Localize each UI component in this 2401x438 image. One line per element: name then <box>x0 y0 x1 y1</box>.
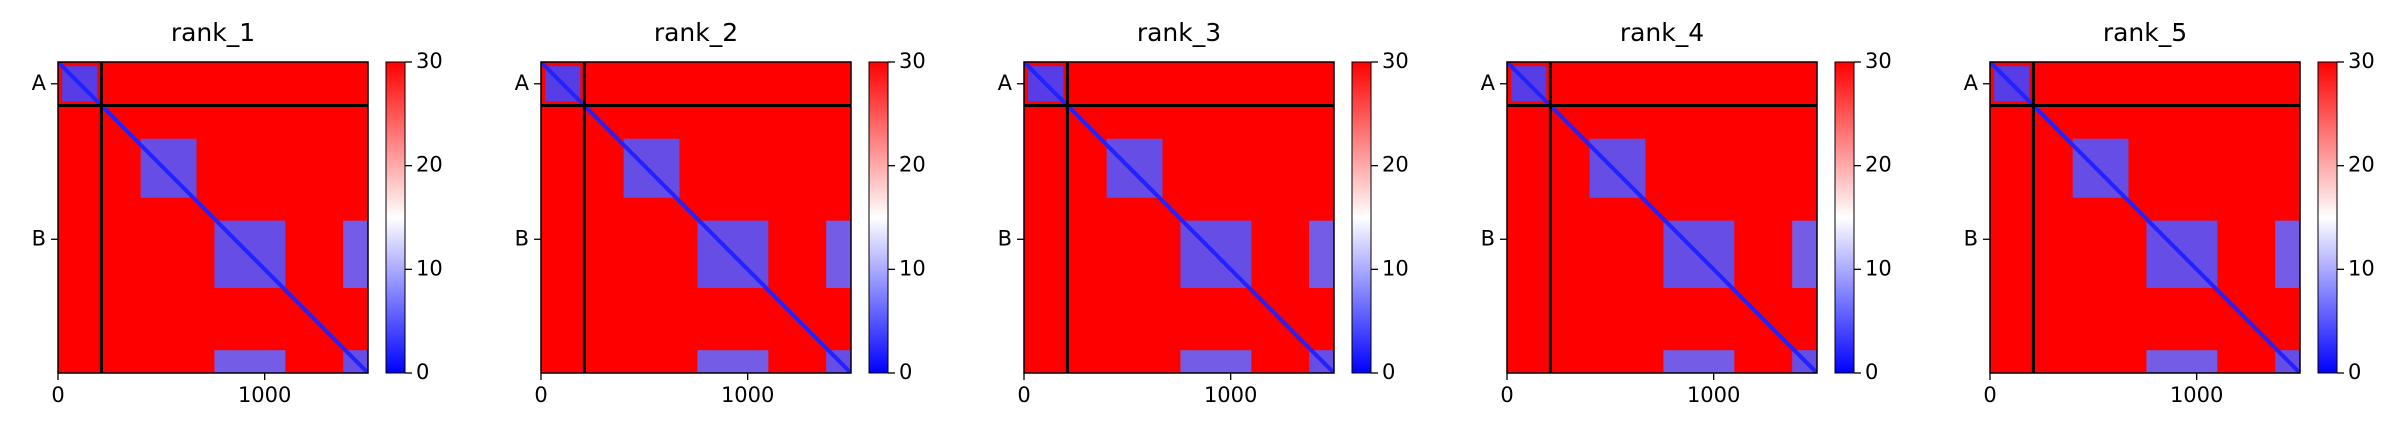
plot-frame <box>1023 61 1335 374</box>
colorbar <box>1834 61 1855 374</box>
plot-frame <box>1506 61 1818 374</box>
colorbar-tick-label: 10 <box>2348 256 2375 280</box>
low-error-region <box>140 138 197 198</box>
low-error-region <box>2146 350 2218 373</box>
x-tick-label: 1000 <box>238 383 291 407</box>
heatmap <box>541 62 851 373</box>
panel: rank_3 0 1000 A B 0 10 20 30 <box>998 18 1409 407</box>
y-tick-label: B <box>1964 226 1978 250</box>
y-tick-label: B <box>998 226 1012 250</box>
x-tick-label: 0 <box>51 383 64 407</box>
colorbar-tick-label: 20 <box>899 153 926 177</box>
colorbar-tick-label: 20 <box>2348 153 2375 177</box>
heatmap <box>1990 62 2300 373</box>
low-error-region <box>1180 350 1252 373</box>
low-error-region <box>1663 350 1735 373</box>
diagonal <box>1507 62 1817 373</box>
x-tick-label: 0 <box>1017 383 1030 407</box>
colorbar-tick-label: 0 <box>1382 360 1395 384</box>
y-tick-label: B <box>515 226 529 250</box>
x-tick-label: 0 <box>534 383 547 407</box>
y-tick-label: A <box>1964 71 1979 95</box>
colorbar-tick-label: 0 <box>416 360 429 384</box>
colorbar-tick-label: 10 <box>416 256 443 280</box>
low-error-region <box>1309 220 1334 288</box>
chart-title: rank_4 <box>1620 18 1704 47</box>
x-tick-label: 0 <box>1983 383 1996 407</box>
heatmap <box>58 62 368 373</box>
colorbar <box>1351 61 1372 374</box>
diagonal <box>58 62 368 373</box>
colorbar-tick-label: 0 <box>1865 360 1878 384</box>
chart-title: rank_2 <box>654 18 738 47</box>
diagonal <box>1024 62 1334 373</box>
panel: rank_1 0 1000 A B 0 10 20 30 <box>32 18 443 407</box>
y-tick-label: A <box>1481 71 1496 95</box>
x-tick-label: 1000 <box>1687 383 1740 407</box>
colorbar-tick-label: 30 <box>1865 49 1892 73</box>
panel: rank_4 0 1000 A B 0 10 20 30 <box>1481 18 1892 407</box>
colorbar-tick-label: 0 <box>2348 360 2361 384</box>
low-error-region <box>1106 138 1163 198</box>
colorbar-tick-label: 20 <box>416 153 443 177</box>
chart-title: rank_1 <box>171 18 255 47</box>
y-tick-label: B <box>1481 226 1495 250</box>
x-tick-label: 1000 <box>2170 383 2223 407</box>
colorbar <box>868 61 889 374</box>
y-tick-label: A <box>515 71 530 95</box>
low-error-region <box>623 138 680 198</box>
x-tick-label: 1000 <box>1204 383 1257 407</box>
colorbar-tick-label: 0 <box>899 360 912 384</box>
colorbar-tick-label: 10 <box>899 256 926 280</box>
colorbar-tick-label: 30 <box>1382 49 1409 73</box>
y-tick-label: A <box>998 71 1013 95</box>
panel: rank_5 0 1000 A B 0 10 20 30 <box>1964 18 2375 407</box>
x-tick-label: 1000 <box>721 383 774 407</box>
diagonal <box>1990 62 2300 373</box>
low-error-region <box>1792 220 1817 288</box>
plot-frame <box>540 61 852 374</box>
low-error-region <box>2072 138 2129 198</box>
low-error-region <box>697 350 769 373</box>
colorbar-tick-label: 30 <box>899 49 926 73</box>
diagonal <box>541 62 851 373</box>
colorbar-tick-label: 10 <box>1865 256 1892 280</box>
chart-title: rank_5 <box>2103 18 2187 47</box>
low-error-region <box>1589 138 1646 198</box>
heatmap <box>1507 62 1817 373</box>
heatmap <box>1024 62 1334 373</box>
plot-frame <box>57 61 369 374</box>
low-error-region <box>2275 220 2300 288</box>
y-tick-label: B <box>32 226 46 250</box>
plot-frame <box>1989 61 2301 374</box>
colorbar-tick-label: 30 <box>2348 49 2375 73</box>
colorbar-tick-label: 10 <box>1382 256 1409 280</box>
low-error-region <box>214 350 286 373</box>
low-error-region <box>343 220 368 288</box>
colorbar-tick-label: 20 <box>1865 153 1892 177</box>
x-tick-label: 0 <box>1500 383 1513 407</box>
chart-title: rank_3 <box>1137 18 1221 47</box>
colorbar <box>385 61 406 374</box>
low-error-region <box>826 220 851 288</box>
y-tick-label: A <box>32 71 47 95</box>
colorbar-tick-label: 20 <box>1382 153 1409 177</box>
colorbar <box>2317 61 2338 374</box>
colorbar-tick-label: 30 <box>416 49 443 73</box>
panel: rank_2 0 1000 A B 0 10 20 30 <box>515 18 926 407</box>
